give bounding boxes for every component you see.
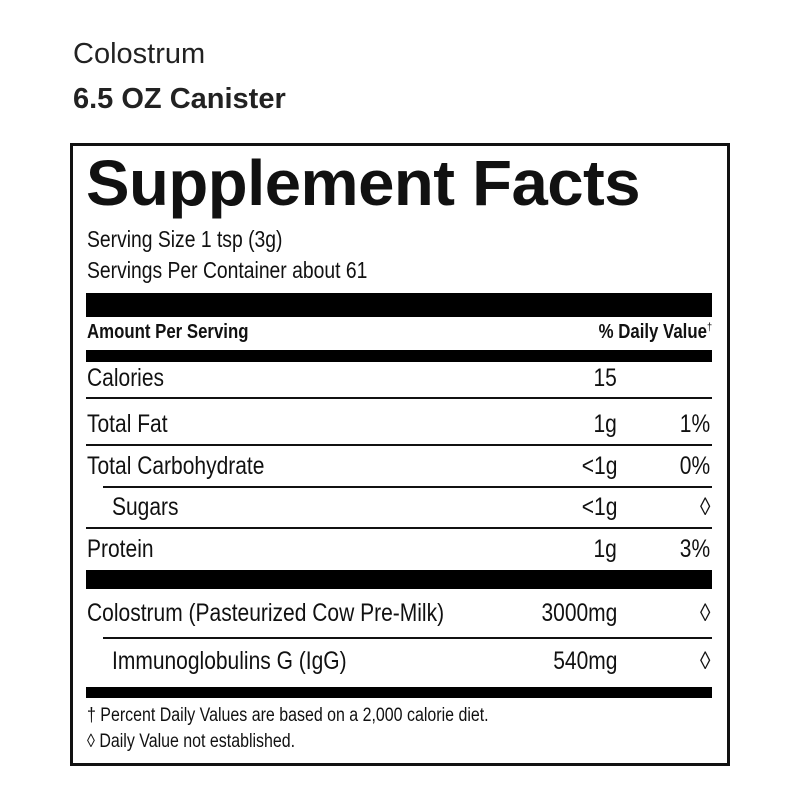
amount-per-serving-header: Amount Per Serving: [87, 321, 249, 343]
footnote-not-established: ◊ Daily Value not established.: [87, 731, 296, 752]
product-size: 6.5 OZ Canister: [73, 83, 286, 115]
row-divider: [86, 397, 712, 399]
nutrient-name: Calories: [87, 364, 165, 392]
nutrient-name: Sugars: [112, 493, 179, 521]
product-name: Colostrum: [73, 38, 206, 70]
ingredient-amount: 540mg: [552, 647, 617, 675]
ingredient-name: Colostrum (Pasteurized Cow Pre-Milk): [87, 599, 445, 627]
supplement-facts-panel: [70, 143, 730, 766]
nutrient-amount: 1g: [593, 410, 617, 438]
ingredient-amount: 3000mg: [541, 599, 617, 627]
row-divider: [103, 486, 712, 488]
nutrient-amount: <1g: [581, 493, 617, 521]
nutrient-name: Total Carbohydrate: [87, 452, 265, 480]
medium-divider: [86, 350, 712, 362]
nutrient-dv: 3%: [679, 535, 710, 563]
nutrient-name: Total Fat: [87, 410, 168, 438]
facts-title: Supplement Facts: [86, 147, 641, 219]
serving-size: Serving Size 1 tsp (3g): [87, 226, 283, 252]
row-divider: [86, 527, 712, 529]
nutrient-amount: 15: [593, 364, 617, 392]
thick-divider: [86, 687, 712, 698]
servings-per-container: Servings Per Container about 61: [87, 257, 368, 283]
thick-divider: [86, 570, 712, 589]
nutrient-dv: 1%: [679, 410, 710, 438]
nutrient-amount: 1g: [593, 535, 617, 563]
daily-value-header-text: % Daily Value: [598, 321, 707, 343]
daily-value-header: % Daily Value†: [599, 321, 712, 344]
ingredient-dv: ◊: [699, 599, 710, 627]
ingredient-name: Immunoglobulins G (IgG): [112, 647, 347, 675]
nutrient-dv: ◊: [699, 493, 710, 521]
nutrient-dv: 0%: [679, 452, 710, 480]
nutrient-amount: <1g: [581, 452, 617, 480]
nutrient-name: Protein: [87, 535, 154, 563]
thick-divider: [86, 293, 712, 317]
ingredient-dv: ◊: [699, 647, 710, 675]
footnote-daily-values: † Percent Daily Values are based on a 2,…: [87, 705, 489, 726]
row-divider: [103, 637, 712, 639]
dagger-mark: †: [706, 321, 712, 334]
row-divider: [86, 444, 712, 446]
